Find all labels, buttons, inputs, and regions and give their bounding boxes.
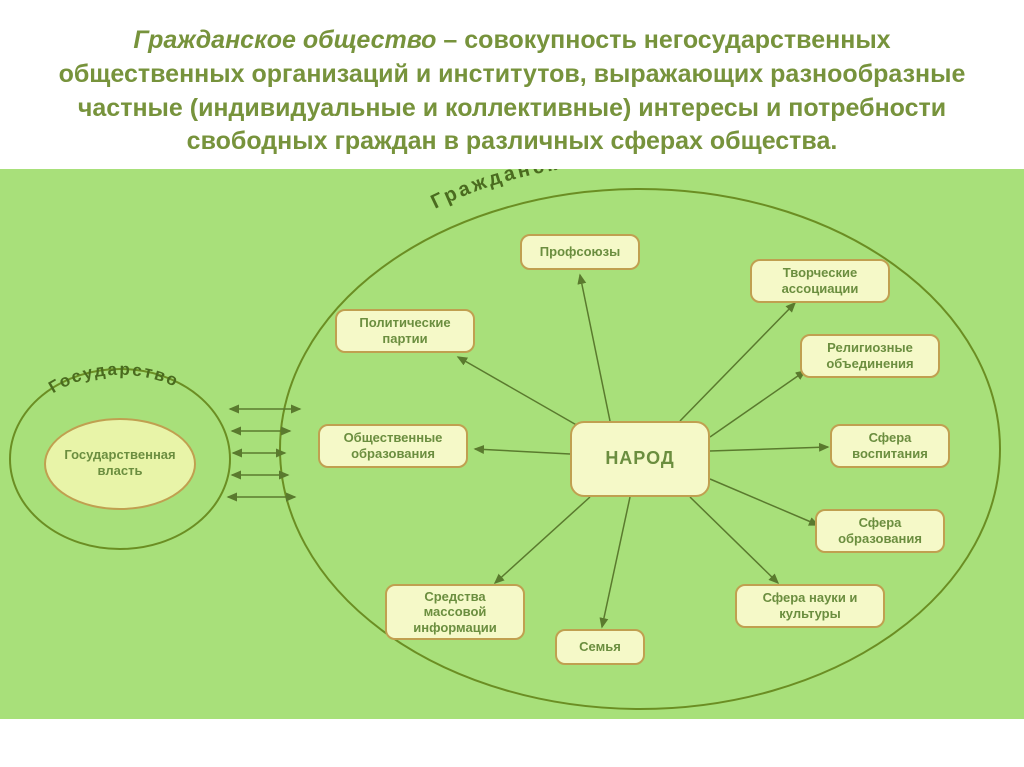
node-obsh-obraz: Общественные образования — [318, 424, 468, 468]
node-semya: Семья — [555, 629, 645, 665]
state-arc-label: Государство — [45, 360, 182, 397]
node-smi: Средства массовой информации — [385, 584, 525, 640]
node-sfera-vosp: Сфера воспитания — [830, 424, 950, 468]
center-narod: НАРОД — [570, 421, 710, 497]
inter-arrows — [228, 409, 300, 497]
diagram-area: Государство Гражданское общество — [0, 169, 1024, 719]
node-religioznye: Религиозные объединения — [800, 334, 940, 378]
node-polit-partii: Политические партии — [335, 309, 475, 353]
node-profsoyuzy: Профсоюзы — [520, 234, 640, 270]
node-sfera-obraz: Сфера образования — [815, 509, 945, 553]
header-definition: Гражданское общество – совокупность него… — [0, 0, 1024, 169]
node-tvorcheskie: Творческие ассоциации — [750, 259, 890, 303]
state-power-label: Государственная власть — [60, 447, 180, 480]
node-nauka-kultura: Сфера науки и культуры — [735, 584, 885, 628]
society-arc-label: Гражданское общество — [428, 169, 722, 214]
term: Гражданское общество — [133, 26, 436, 54]
